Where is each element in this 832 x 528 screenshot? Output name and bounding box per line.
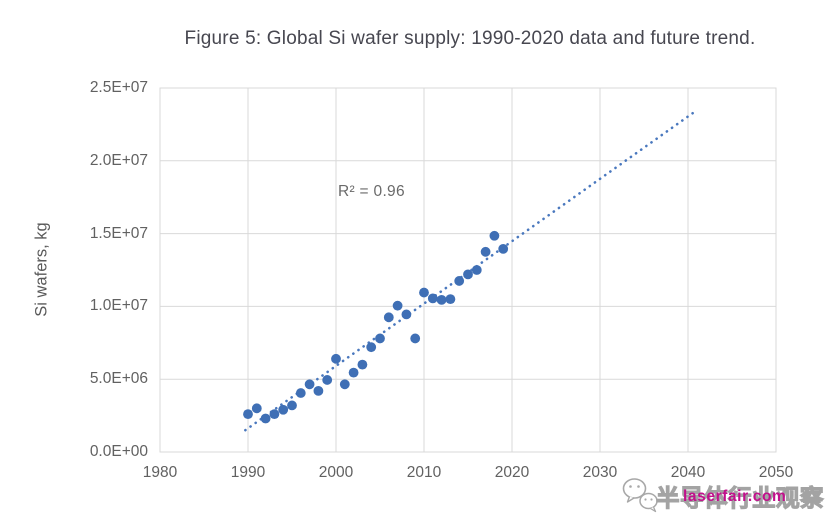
x-tick-label: 2020 — [494, 464, 530, 481]
x-tick-label: 1990 — [230, 464, 266, 481]
r-squared-annotation: R² = 0.96 — [338, 183, 405, 200]
y-tick-label: 1.0E+07 — [89, 297, 148, 314]
watermark-site-text: laserfair.com — [683, 488, 787, 505]
y-tick-label: 2.0E+07 — [89, 152, 148, 169]
x-tick-label: 2050 — [758, 464, 794, 481]
x-tick-label: 2010 — [406, 464, 442, 481]
y-tick-label: 2.5E+07 — [89, 79, 148, 96]
chart-title: Figure 5: Global Si wafer supply: 1990-2… — [184, 28, 756, 49]
y-tick-label: 1.5E+07 — [89, 225, 148, 242]
x-tick-label: 2040 — [670, 464, 706, 481]
y-tick-label: 0.0E+00 — [89, 443, 148, 460]
x-tick-label: 2000 — [318, 464, 354, 481]
y-tick-label: 5.0E+06 — [89, 370, 148, 387]
x-tick-label: 2030 — [582, 464, 618, 481]
wechat-icon — [622, 478, 658, 513]
watermark-chinese-text: 半导体行业观察 — [655, 484, 824, 511]
x-tick-label: 1980 — [142, 464, 178, 481]
